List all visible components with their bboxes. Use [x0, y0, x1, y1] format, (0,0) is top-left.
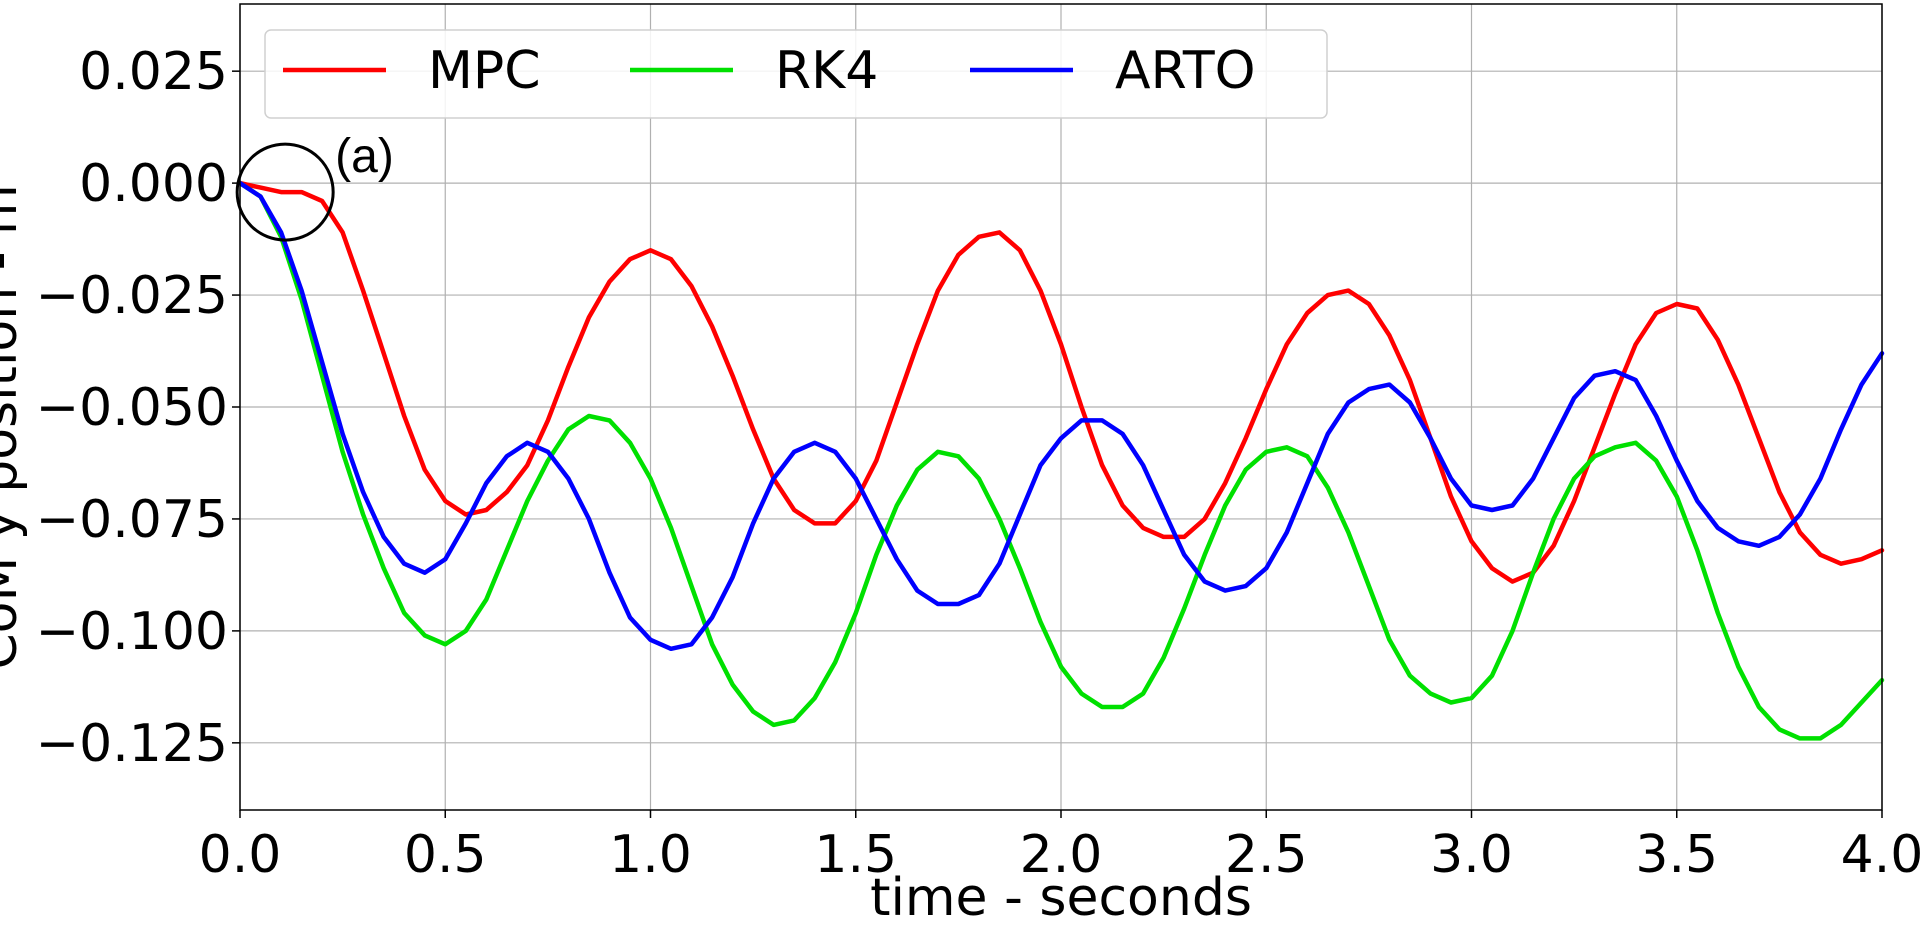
x-tick-label: 3.5	[1635, 825, 1718, 885]
x-tick-label: 4.0	[1841, 825, 1920, 885]
y-tick-label: −0.025	[36, 266, 228, 326]
y-tick-labels: 0.025 0.000 −0.025 −0.050 −0.075 −0.100 −0.125	[36, 42, 240, 774]
legend-label-arto: ARTO	[1115, 41, 1256, 101]
y-axis-label: CoM y position - m	[0, 184, 29, 669]
x-tick-label: 2.0	[1020, 825, 1103, 885]
grid	[239, 4, 1883, 810]
x-tick-label: 1.0	[609, 825, 692, 885]
y-tick-label: −0.050	[36, 378, 228, 438]
x-tick-label: 0.0	[199, 825, 282, 885]
x-tick-label: 2.5	[1225, 825, 1308, 885]
x-tick-label: 0.5	[404, 825, 487, 885]
x-axis-label: time - seconds	[870, 868, 1252, 927]
y-tick-label: −0.075	[36, 490, 228, 550]
legend: MPC RK4 ARTO	[264, 29, 1328, 119]
y-tick-label: 0.000	[79, 154, 228, 214]
legend-box	[264, 29, 1328, 119]
x-tick-label: 1.5	[814, 825, 897, 885]
legend-label-mpc: MPC	[428, 41, 541, 101]
y-tick-label: −0.125	[36, 714, 228, 774]
series-line-rk4	[237, 180, 1885, 741]
series-line-arto	[237, 180, 1885, 652]
annotation-circle	[235, 142, 335, 242]
annotation: (a)	[235, 130, 394, 242]
annotation-label: (a)	[335, 130, 394, 183]
y-tick-label: −0.100	[36, 602, 228, 662]
series-line-mpc	[237, 180, 1885, 584]
y-tick-label: 0.025	[79, 42, 228, 102]
series-lines	[237, 180, 1885, 741]
x-tick-labels: 0.0 0.5 1.0 1.5 2.0 2.5 3.0 3.5 4.0	[199, 810, 1920, 885]
legend-label-rk4: RK4	[775, 41, 878, 101]
x-tick-label: 3.0	[1430, 825, 1513, 885]
